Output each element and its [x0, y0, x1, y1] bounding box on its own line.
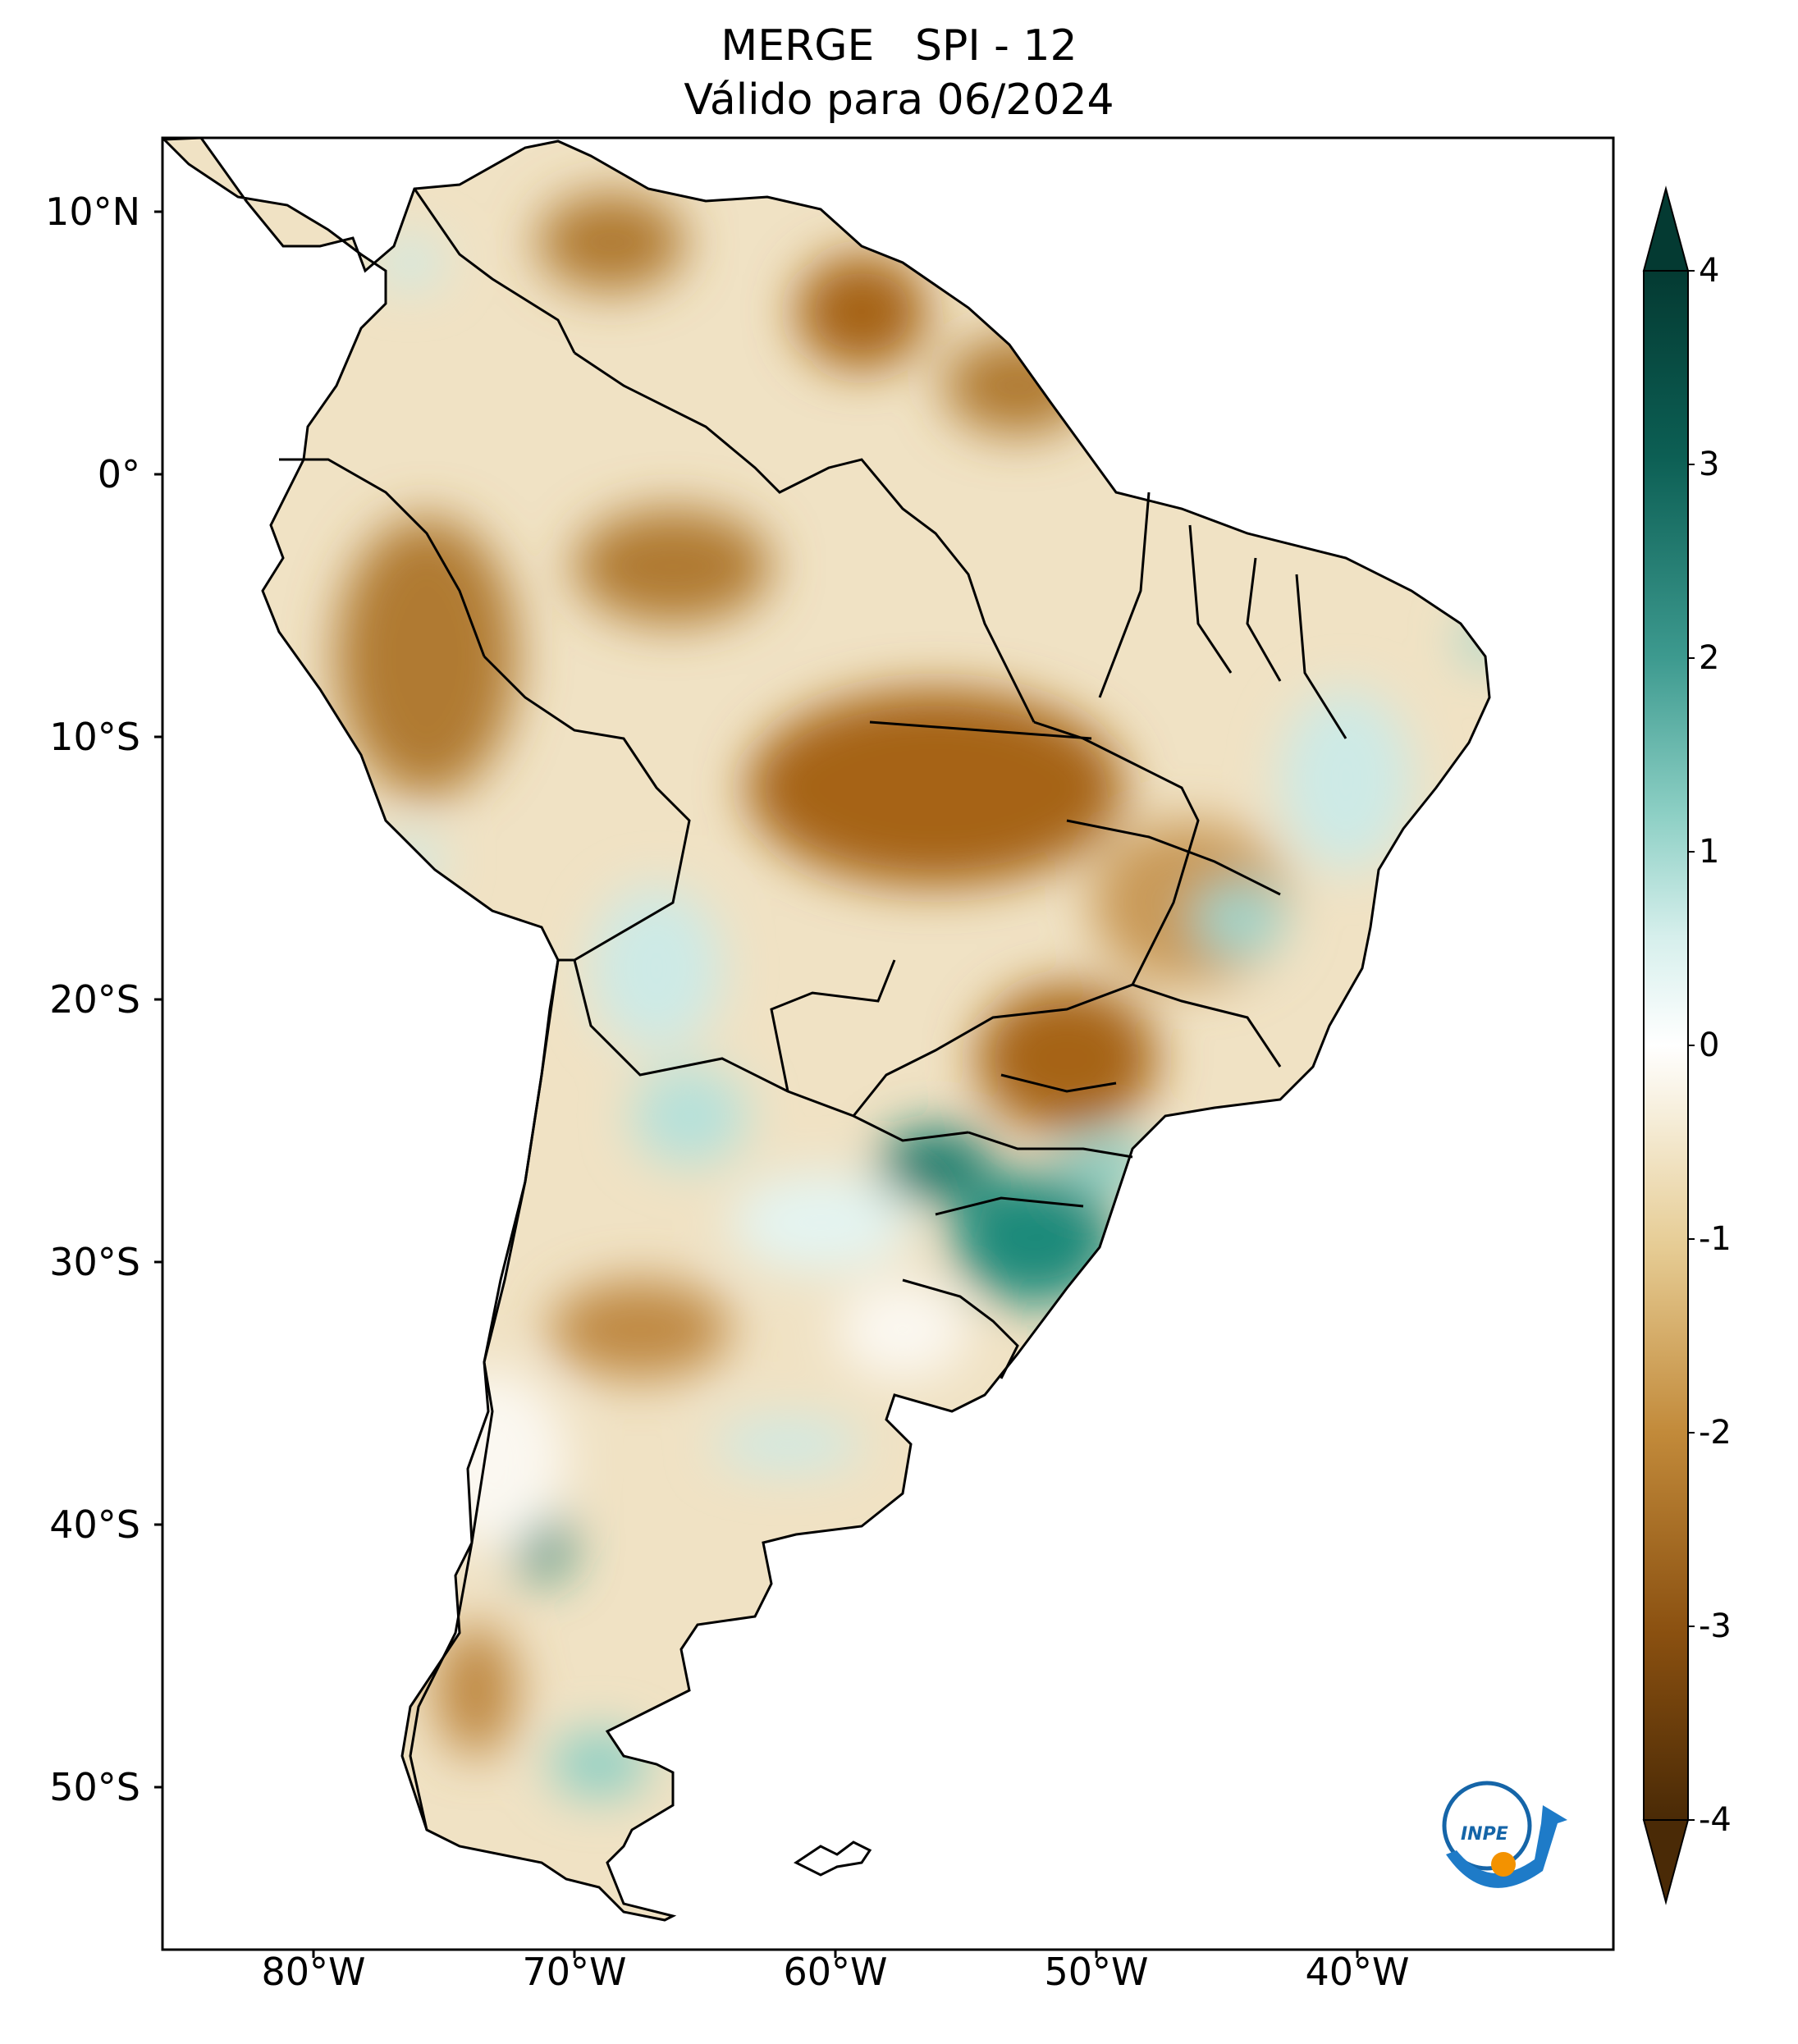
inpe-logo: INPE — [1442, 1781, 1567, 1888]
inpe-logo-text: INPE — [1461, 1824, 1508, 1845]
country-borders — [279, 188, 1347, 1831]
colorbar-label-4: 4 — [1699, 252, 1720, 290]
lon-label-40w: 40°W — [1305, 1950, 1410, 1994]
lat-label-10s: 10°S — [49, 715, 140, 759]
colorbar-label-2: 2 — [1699, 639, 1720, 677]
lon-label-70w: 70°W — [522, 1950, 627, 1994]
lat-label-20s: 20°S — [49, 977, 140, 1022]
colorbar-extend-max — [1642, 185, 1690, 272]
lat-label-0: 0° — [97, 452, 140, 496]
map-title-line-1: MERGE SPI - 12 — [721, 21, 1077, 71]
lat-label-30s: 30°S — [49, 1240, 140, 1284]
lon-label-50w: 50°W — [1044, 1950, 1149, 1994]
colorbar-label-neg3: -3 — [1699, 1607, 1732, 1645]
colorbar-label-0: 0 — [1699, 1027, 1720, 1064]
lat-label-50s: 50°S — [49, 1765, 140, 1809]
colorbar-label-1: 1 — [1699, 833, 1720, 871]
lon-label-80w: 80°W — [261, 1950, 366, 1994]
colorbar-bar — [1643, 270, 1689, 1821]
lon-label-60w: 60°W — [783, 1950, 888, 1994]
lon-tick-marks — [312, 1950, 1359, 1958]
lat-label-10n: 10°N — [45, 190, 140, 234]
colorbar-label-neg1: -1 — [1699, 1220, 1732, 1258]
lat-label-40s: 40°S — [49, 1502, 140, 1547]
map-frame — [161, 136, 1615, 1951]
colorbar-label-neg2: -2 — [1699, 1414, 1732, 1452]
lat-tick-marks — [154, 210, 162, 1789]
colorbar — [1642, 185, 1695, 1905]
falkland-islands — [794, 1841, 872, 1877]
colorbar-label-neg4: -4 — [1699, 1801, 1732, 1839]
colorbar-extend-min — [1642, 1819, 1690, 1905]
map-title-line-2: Válido para 06/2024 — [684, 75, 1114, 125]
colorbar-label-3: 3 — [1699, 446, 1720, 483]
